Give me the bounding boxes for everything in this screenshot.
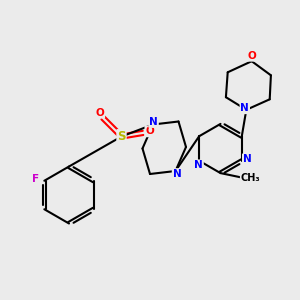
Text: CH₃: CH₃ [241, 172, 260, 183]
Text: N: N [243, 154, 252, 164]
Text: F: F [32, 174, 40, 184]
Text: N: N [149, 117, 158, 127]
Text: S: S [117, 130, 126, 143]
Text: O: O [145, 126, 154, 136]
Text: N: N [194, 160, 203, 170]
Text: N: N [240, 103, 249, 113]
Text: O: O [95, 107, 104, 118]
Text: O: O [248, 51, 257, 61]
Text: N: N [172, 169, 182, 179]
